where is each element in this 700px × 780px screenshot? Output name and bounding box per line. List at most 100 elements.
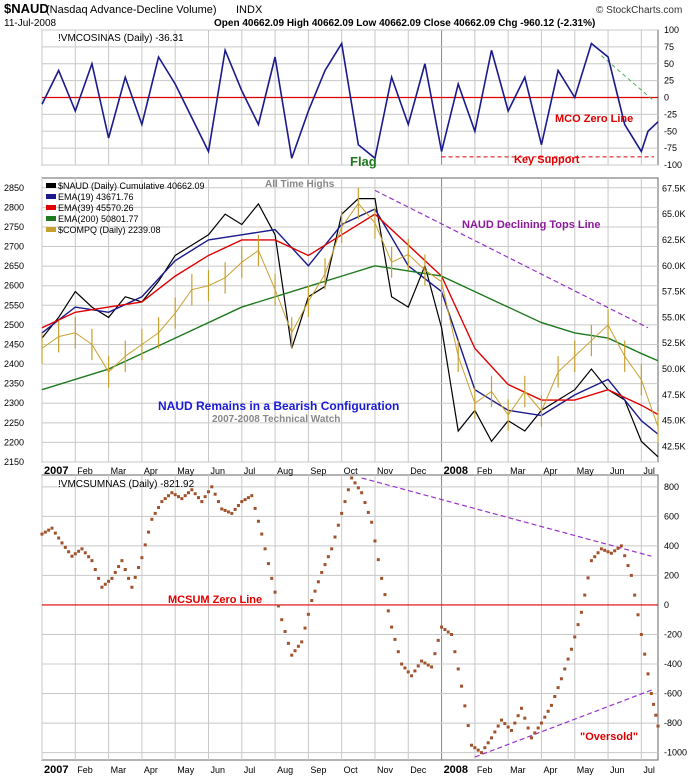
y-tick-label: 2550 — [4, 300, 24, 310]
mcsum-point — [583, 593, 587, 597]
mcsum-point — [539, 721, 543, 725]
mcsum-point — [167, 494, 171, 498]
mcsum-point — [646, 672, 650, 676]
mcsum-point — [150, 517, 154, 521]
y-tick-label: 2500 — [4, 320, 24, 330]
mcsum-point — [216, 500, 220, 504]
y-tick-label: -800 — [664, 718, 682, 728]
x-tick-label: Feb — [477, 765, 493, 775]
mcsum-point — [453, 650, 457, 654]
mcsum-point — [516, 714, 520, 718]
y-tick-label: 50 — [664, 59, 674, 69]
mcsum-point — [296, 644, 300, 648]
mcsum-point — [519, 706, 523, 710]
mcsum-point — [303, 626, 307, 630]
y2-tick-label: 65.0K — [662, 209, 686, 219]
mcsum-point — [626, 564, 630, 568]
x-tick-label: Dec — [410, 466, 427, 476]
mcsum-point — [230, 511, 234, 515]
mcsum-point — [450, 632, 454, 636]
mcsum-point — [370, 520, 374, 524]
mcsum-point — [654, 713, 658, 717]
brand-logo-text: © StockCharts.com — [596, 5, 682, 16]
mcsum-point — [123, 568, 127, 572]
y2-tick-label: 62.5K — [662, 235, 686, 245]
mcsum-point — [563, 667, 567, 671]
mcsum-point — [273, 590, 277, 594]
y2-tick-label: 50.0K — [662, 364, 686, 374]
mcsum-point — [596, 551, 600, 555]
y-tick-label: 2150 — [4, 457, 24, 467]
annotation-mcsum-zero: MCSUM Zero Line — [168, 594, 262, 606]
y-tick-label: -1000 — [664, 748, 687, 758]
y-tick-label: 200 — [664, 570, 679, 580]
mcsum-point — [393, 637, 397, 641]
mcsum-point — [350, 476, 354, 480]
mcsum-point — [543, 715, 547, 719]
x-tick-label: Jul — [643, 466, 655, 476]
mcsum-point — [53, 531, 57, 535]
mcsum-point — [506, 725, 510, 729]
legend-label: EMA(200) 50801.77 — [58, 214, 139, 224]
y-tick-label: 2850 — [4, 183, 24, 193]
y-tick-label: -600 — [664, 689, 682, 699]
y-tick-label: 100 — [664, 25, 679, 35]
mcsum-point — [413, 669, 417, 673]
mcsum-point — [586, 576, 590, 580]
x-tick-label: Feb — [477, 466, 493, 476]
mcsum-point — [290, 653, 294, 657]
legend-label: $NAUD (Daily) Cumulative 40662.09 — [58, 181, 205, 191]
x-tick-label: Nov — [377, 466, 394, 476]
mcsum-point — [300, 640, 304, 644]
mcsum-point — [236, 504, 240, 508]
mcsum-point — [320, 570, 324, 574]
mcsum-point — [266, 562, 270, 566]
chart-marks — [40, 41, 660, 758]
x-tick-label: Jul — [244, 466, 256, 476]
mcsum-point — [353, 481, 357, 485]
mcsum-point — [476, 748, 480, 752]
mcsum-point — [143, 543, 147, 547]
mcsum-point — [553, 695, 557, 699]
mcsum-point — [619, 544, 623, 548]
mcsum-point — [177, 495, 181, 499]
mcsum-point — [443, 628, 447, 632]
mcsum-point — [593, 555, 597, 559]
mcsum-point — [652, 702, 656, 706]
x-tick-label: Sep — [310, 466, 326, 476]
mcsum-point — [113, 570, 117, 574]
x-tick-label: Feb — [77, 466, 93, 476]
mcsum-point — [313, 589, 317, 593]
mcsum-point — [67, 550, 71, 554]
mcsum-point — [306, 612, 310, 616]
mcsum-point — [233, 507, 237, 511]
mcsum-point — [326, 555, 330, 559]
mcsum-point — [97, 576, 101, 580]
mcsum-point — [576, 623, 580, 627]
x-tick-label: Apr — [144, 466, 158, 476]
mcsum-point — [137, 566, 141, 570]
annotation-mco-zero: MCO Zero Line — [555, 113, 633, 125]
x-tick-label: 2007 — [44, 764, 68, 776]
mcsum-resistance-line — [361, 477, 652, 557]
mcsum-point — [343, 500, 347, 504]
mcsum-point — [203, 495, 207, 499]
mcsum-point — [293, 649, 297, 653]
mcsum-point — [73, 552, 77, 556]
legend-swatch — [46, 227, 56, 232]
declining-tops-line — [374, 189, 649, 329]
mcsum-point — [529, 736, 533, 740]
y2-tick-label: 52.5K — [662, 338, 686, 348]
mcsum-point — [200, 500, 204, 504]
x-tick-label: Nov — [377, 765, 394, 775]
x-tick-label: Sep — [310, 765, 326, 775]
mcsum-point — [629, 573, 633, 577]
mcsum-point — [270, 576, 274, 580]
x-tick-label: Apr — [144, 765, 158, 775]
x-tick-label: May — [577, 765, 595, 775]
mcsum-point — [263, 547, 267, 551]
symbol-title: $NAUD — [4, 1, 49, 16]
mcsum-point — [633, 593, 637, 597]
mcsum-point — [509, 728, 513, 732]
mcsum-point — [470, 743, 474, 747]
